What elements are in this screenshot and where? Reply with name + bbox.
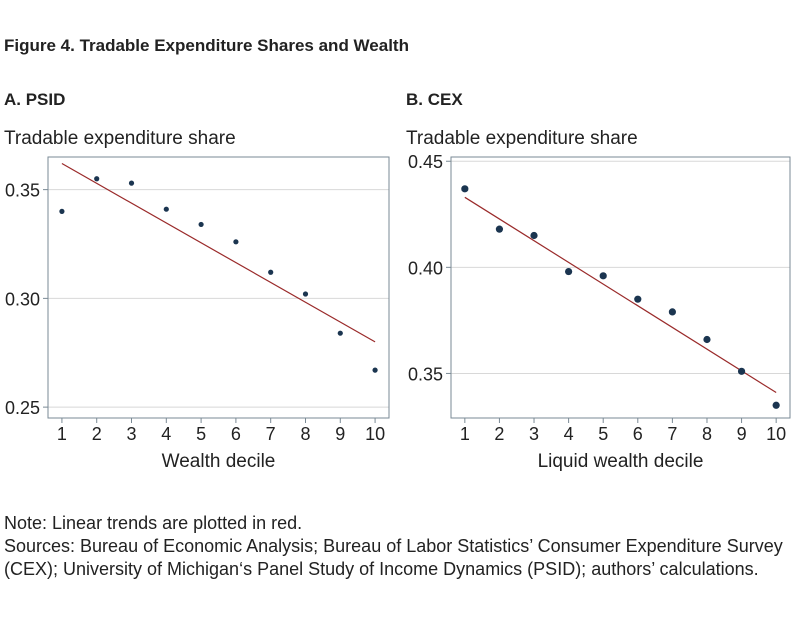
panel-b-x-tick-label: 6 [633,424,643,444]
panel-a-x-axis-label: Wealth decile [162,451,276,472]
panel-b-x-tick-label: 9 [737,424,747,444]
panel-a-x-tick-label: 10 [365,424,385,444]
panel-a-data-point [128,180,135,186]
panel-b-y-axis-label: Tradable expenditure share [406,128,638,149]
panel-a-data-point [59,208,65,214]
panel-a-x-tick-label: 2 [92,424,102,444]
panel-b-data-point [495,225,504,233]
panel-b-data-point [634,295,642,303]
panel-a-data-point [268,269,274,275]
panel-a-x-tick-label: 4 [161,424,171,444]
panel-a-data-point [233,239,239,245]
panel-b-data-point [461,185,469,193]
panel-a-data-point [372,367,378,373]
panel-b-data-point [737,367,746,375]
panel-a-data-point [337,330,343,336]
panel-b-data-point [530,231,538,240]
figure-title: Figure 4. Tradable Expenditure Shares an… [4,36,409,55]
panel-a-x-tick-label: 9 [335,424,345,444]
panel-b-data-point [599,272,607,280]
panel-a-y-tick-label: 0.35 [5,181,40,201]
panel-a-y-tick-label: 0.30 [5,289,40,309]
panel-b-data-point [565,267,573,276]
panel-b-trend-line [464,196,777,394]
panel-b-title: B. CEX [406,90,463,109]
panel-a-y-axis-label: Tradable expenditure share [4,128,236,149]
panel-b-data-point [668,308,676,316]
panel-a-x-tick-label: 3 [127,424,137,444]
panel-a-x-tick-label: 7 [266,424,276,444]
panel-a-data-point [302,291,309,297]
panel-b-x-tick-label: 1 [460,424,470,444]
panel-a-title: A. PSID [4,90,66,109]
panel-b-y-tick-label: 0.45 [408,152,443,172]
panel-b-x-tick-label: 4 [564,424,574,444]
panel-b-x-tick-label: 2 [494,424,504,444]
panel-a-y-tick-label: 0.25 [5,398,40,418]
panel-b-x-tick-label: 5 [598,424,608,444]
note-text: Note: Linear trends are plotted in red. [4,513,303,533]
panel-a-x-tick-label: 8 [300,424,310,444]
panel-b-x-axis-label: Liquid wealth decile [538,451,704,472]
panel-b-y-tick-label: 0.35 [408,364,443,384]
panel-b-x-tick-label: 7 [667,424,677,444]
panel-b-plot-frame [450,156,791,419]
panel-a-x-tick-label: 5 [196,424,206,444]
panel-a-plot-frame [47,156,390,419]
panel-a-x-tick-label: 6 [231,424,241,444]
panel-b-x-tick-label: 3 [529,424,539,444]
panel-a-data-point [198,221,204,228]
panel-b-data-point [703,335,711,344]
panel-a-trend-line [61,163,376,343]
panel-b-x-tick-label: 8 [702,424,712,444]
panel-b-y-tick-label: 0.40 [408,258,443,278]
panel-b-data-point [772,401,780,409]
panel-a-data-point [163,206,169,212]
sources-text: Sources: Bureau of Economic Analysis; Bu… [4,536,783,579]
panel-b-x-tick-label: 10 [766,424,786,444]
panel-a-x-tick-label: 1 [57,424,67,444]
panel-a-data-point [94,176,100,182]
notes-block: Note: Linear trends are plotted in red. … [4,512,796,581]
